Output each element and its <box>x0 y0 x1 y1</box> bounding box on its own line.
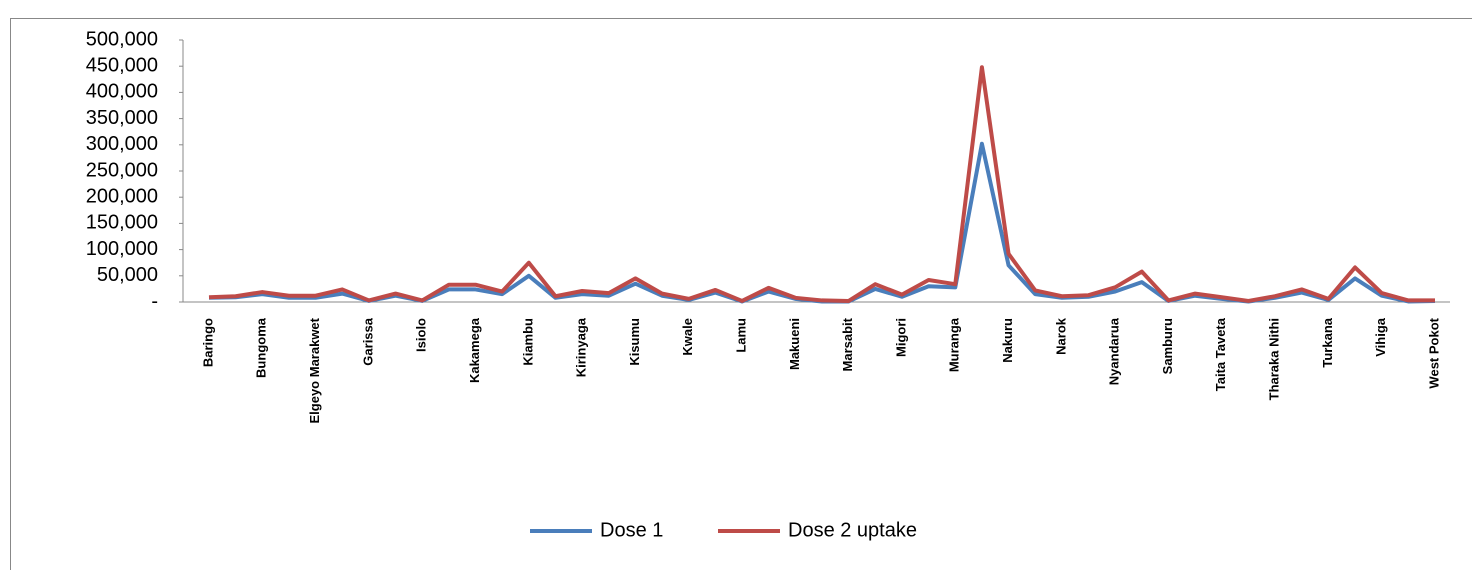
x-tick-label: Migori <box>893 318 908 357</box>
x-tick-label: Taita Taveta <box>1213 317 1228 391</box>
x-tick-label: Kirinyaga <box>574 317 589 377</box>
chart-border <box>10 18 1472 570</box>
x-tick-label: Isiolo <box>414 318 429 352</box>
data-line <box>208 65 1435 303</box>
y-tick-label: 100,000 <box>86 238 158 260</box>
y-tick-label: 450,000 <box>86 54 158 76</box>
x-tick-label: Muranga <box>947 317 962 372</box>
y-tick-label: 150,000 <box>86 212 158 234</box>
x-tick-label: Garissa <box>360 317 375 365</box>
y-tick-label: 350,000 <box>86 107 158 129</box>
y-tick-label: 250,000 <box>86 159 158 181</box>
x-tick-label: Kisumu <box>627 318 642 366</box>
x-tick-label: Elgeyo Marakwet <box>307 317 322 423</box>
legend-label: Dose 2 uptake <box>788 519 917 541</box>
data-line <box>208 141 1436 304</box>
x-tick-label: Samburu <box>1160 318 1175 374</box>
x-tick-label: Bungoma <box>254 317 269 378</box>
y-tick-label: 500,000 <box>86 28 158 50</box>
legend-label: Dose 1 <box>600 519 663 541</box>
x-tick-label: Nakuru <box>1000 318 1015 363</box>
y-tick-label: 50,000 <box>97 264 158 286</box>
x-tick-label: Kiambu <box>520 318 535 366</box>
y-tick-label: - <box>151 290 158 312</box>
x-tick-label: Kwale <box>680 318 695 356</box>
x-tick-label: Vihiga <box>1373 317 1388 357</box>
y-tick-label: 300,000 <box>86 133 158 155</box>
x-tick-label: Nyandarua <box>1107 317 1122 385</box>
x-tick-label: Lamu <box>733 318 748 353</box>
y-tick-label: 200,000 <box>86 185 158 207</box>
x-tick-label: Narok <box>1053 317 1068 355</box>
x-tick-label: Marsabit <box>840 317 855 371</box>
x-tick-label: West Pokot <box>1426 317 1441 388</box>
x-tick-label: Kakamega <box>467 317 482 383</box>
x-tick-label: Tharaka Nithi <box>1267 318 1282 400</box>
x-tick-label: Makueni <box>787 318 802 370</box>
x-tick-label: Turkana <box>1320 317 1335 367</box>
x-tick-label: Baringo <box>200 318 215 367</box>
y-tick-label: 400,000 <box>86 81 158 103</box>
